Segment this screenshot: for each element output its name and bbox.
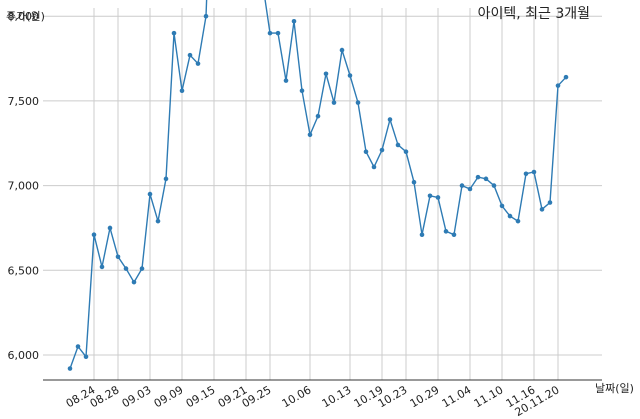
data-point xyxy=(195,61,201,66)
data-point xyxy=(507,213,513,219)
data-point xyxy=(563,74,569,80)
data-point xyxy=(75,344,81,349)
x-tick-label: 11.10 xyxy=(472,383,506,410)
data-point xyxy=(91,232,97,238)
data-point xyxy=(283,78,289,83)
data-point xyxy=(123,266,129,271)
data-point xyxy=(499,203,505,209)
data-point xyxy=(315,113,321,119)
data-point xyxy=(387,117,393,122)
data-point xyxy=(331,100,337,105)
data-point xyxy=(411,179,417,185)
data-point xyxy=(203,13,209,19)
data-point xyxy=(147,191,153,197)
x-tick-label: 09.09 xyxy=(152,383,186,410)
y-tick-label: 6,500 xyxy=(8,264,40,277)
data-point xyxy=(363,149,369,155)
data-point xyxy=(163,176,169,182)
data-point xyxy=(275,30,281,36)
data-point xyxy=(347,73,353,78)
y-tick-label: 8,000 xyxy=(8,10,40,23)
data-point xyxy=(355,100,361,105)
data-point xyxy=(323,71,329,77)
grid-lines xyxy=(43,8,602,380)
data-point xyxy=(483,176,489,182)
data-point xyxy=(467,186,473,192)
data-point xyxy=(379,147,385,153)
data-point xyxy=(395,142,401,148)
data-point xyxy=(99,264,105,270)
y-tick-label: 7,500 xyxy=(8,95,40,108)
data-point xyxy=(419,232,425,238)
data-point xyxy=(299,88,305,94)
y-tick-label: 7,000 xyxy=(8,180,40,193)
y-axis-label: 주가(원) xyxy=(6,10,45,23)
data-point xyxy=(491,183,497,188)
data-point xyxy=(131,279,137,285)
data-point xyxy=(291,18,297,24)
data-point xyxy=(171,30,177,36)
data-point xyxy=(475,174,481,180)
data-point xyxy=(427,193,433,199)
data-point xyxy=(155,218,161,224)
x-tick-label: 09.03 xyxy=(120,383,154,410)
data-point xyxy=(403,149,409,155)
x-tick-label: 10.06 xyxy=(280,383,314,410)
data-point xyxy=(339,47,345,53)
data-point xyxy=(555,83,561,88)
data-point xyxy=(547,200,553,205)
data-point xyxy=(307,132,313,138)
chart-title: 아이텍, 최근 3개월 xyxy=(478,6,590,22)
data-point xyxy=(179,88,185,94)
x-tick-label: 10.13 xyxy=(320,383,354,410)
data-point xyxy=(107,225,113,231)
data-point xyxy=(83,354,89,359)
x-tick-label: 10.29 xyxy=(408,383,442,410)
data-point xyxy=(187,52,193,58)
data-point xyxy=(267,30,273,36)
x-tick-label: 09.15 xyxy=(184,383,218,410)
data-point xyxy=(435,195,441,200)
data-point xyxy=(531,169,537,175)
data-point xyxy=(451,232,457,238)
data-point xyxy=(67,366,73,371)
data-point xyxy=(371,164,377,170)
data-point xyxy=(459,183,465,188)
data-point xyxy=(539,207,545,212)
price-line xyxy=(69,0,567,369)
x-tick-label: 11.04 xyxy=(440,383,474,410)
price-points xyxy=(67,13,569,371)
data-point xyxy=(523,171,529,177)
data-point xyxy=(515,218,521,224)
data-point xyxy=(115,254,121,260)
x-axis-label: 날짜(일) xyxy=(595,381,634,395)
data-point xyxy=(139,266,145,271)
data-point xyxy=(443,229,449,234)
y-tick-label: 6,000 xyxy=(8,349,40,362)
